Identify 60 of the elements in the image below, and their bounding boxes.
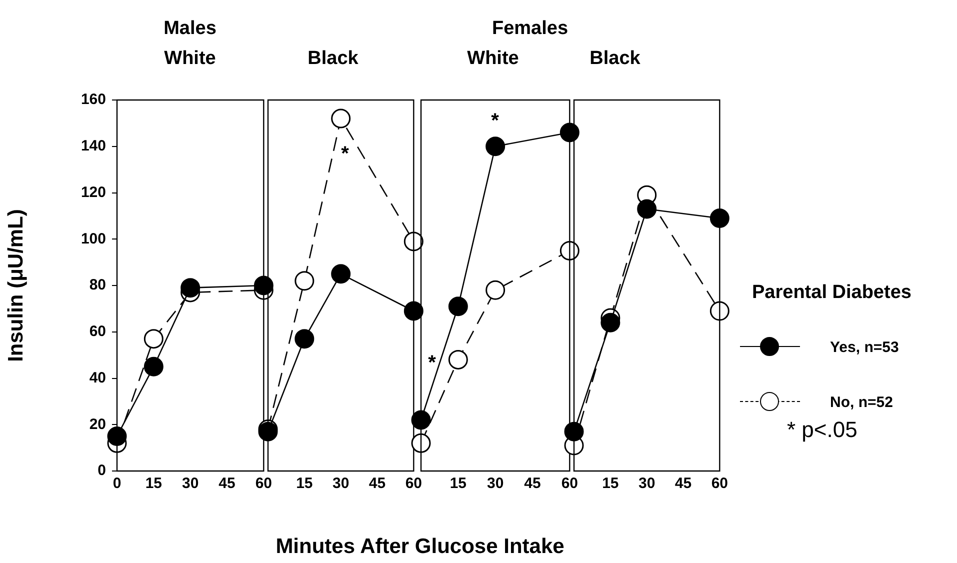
point <box>448 296 468 316</box>
point <box>294 271 314 291</box>
point <box>180 278 200 298</box>
point <box>564 422 584 442</box>
annotation: * <box>341 143 349 166</box>
point <box>411 433 431 453</box>
x-tick-label: 45 <box>218 475 236 492</box>
y-tick-label: 140 <box>80 138 106 155</box>
x-tick-label: 60 <box>561 475 578 492</box>
x-tick-label: 15 <box>145 475 162 492</box>
chart-subtitle: Black <box>308 48 358 70</box>
point <box>637 199 657 219</box>
x-tick-label: 45 <box>674 475 692 492</box>
chart-title: Males <box>164 18 216 40</box>
point <box>710 208 730 228</box>
chart-subtitle: White <box>164 48 216 70</box>
legend-label: No, n=52 <box>830 394 893 410</box>
point <box>710 301 730 321</box>
chart-title: Females <box>492 18 568 40</box>
point <box>486 136 506 156</box>
point <box>144 329 164 349</box>
y-tick-label: 40 <box>89 369 106 386</box>
x-tick-label: 30 <box>332 475 350 492</box>
y-tick-label: 80 <box>89 276 106 294</box>
y-tick-label: 0 <box>98 462 106 480</box>
x-axis-title: Minutes After Glucose Intake <box>276 535 564 559</box>
point <box>107 426 127 446</box>
y-tick-label: 100 <box>80 230 106 248</box>
x-tick-label: 60 <box>711 475 728 492</box>
y-tick-label: 160 <box>80 91 106 108</box>
legend-label: Yes, n=53 <box>830 338 899 356</box>
x-tick-label: 30 <box>638 475 656 492</box>
y-axis-title: Insulin (μU/mL) <box>4 209 28 362</box>
legend-title: Parental Diabetes <box>752 282 912 304</box>
point <box>331 264 351 284</box>
x-tick-label: 60 <box>255 475 272 492</box>
x-tick-label: 30 <box>182 475 199 492</box>
x-tick-label: 45 <box>368 475 386 492</box>
y-tick-label: 20 <box>89 416 106 433</box>
x-tick-label: 15 <box>296 475 313 492</box>
text: * p<.05 <box>787 417 858 443</box>
chart-subtitle: White <box>467 48 519 70</box>
y-tick-label: 120 <box>80 184 106 201</box>
point <box>144 356 164 376</box>
x-tick-label: 30 <box>486 475 504 492</box>
point <box>486 280 506 300</box>
x-tick-label: 15 <box>602 475 619 492</box>
annotation: * <box>428 352 436 375</box>
x-tick-label: 60 <box>405 475 422 492</box>
y-tick-label: 60 <box>89 323 106 340</box>
annotation: * <box>491 110 499 133</box>
x-tick-label: 0 <box>112 475 122 492</box>
point <box>411 410 431 430</box>
point <box>294 329 314 349</box>
point <box>600 312 620 332</box>
point <box>448 350 468 370</box>
chart-subtitle: Black <box>590 48 640 70</box>
x-tick-label: 45 <box>524 475 541 492</box>
point <box>331 108 351 128</box>
x-tick-label: 15 <box>450 475 467 492</box>
